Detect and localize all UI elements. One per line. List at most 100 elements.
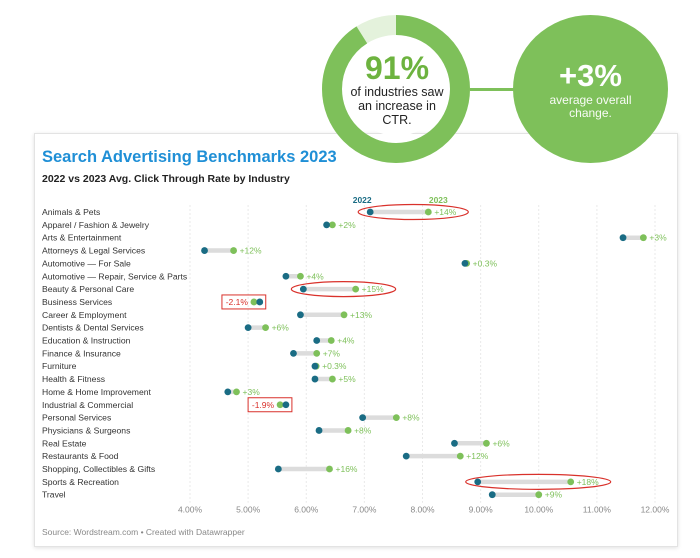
x-tick-label: 11.00% [583, 505, 612, 515]
dot-2022 [282, 401, 290, 409]
dot-2023 [352, 285, 360, 293]
row-label: Physicians & Surgeons [42, 425, 130, 435]
change-label: +18% [577, 477, 599, 487]
dot-2023 [340, 311, 348, 319]
badge-right-value: +3% [559, 58, 622, 93]
row-label: Health & Fitness [42, 374, 105, 384]
change-label: +12% [240, 246, 262, 256]
dot-2023 [297, 272, 304, 280]
badge-connector [462, 88, 522, 91]
dot-2022 [315, 427, 323, 434]
x-tick-label: 5.00% [236, 505, 261, 515]
dot-2022 [297, 311, 304, 319]
change-label: +9% [545, 490, 563, 500]
dot-2023 [483, 439, 490, 447]
x-tick-label: 10.00% [524, 505, 553, 515]
row-label: Home & Home Improvement [42, 387, 152, 397]
change-label: +16% [336, 464, 358, 474]
dot-2022 [359, 414, 367, 421]
change-label: +4% [337, 336, 355, 346]
x-tick-label: 9.00% [469, 505, 494, 515]
row-label: Dentists & Dental Services [42, 323, 144, 333]
change-label: -2.1% [226, 297, 249, 307]
progress-ring [322, 15, 470, 163]
dot-2022 [224, 388, 232, 396]
change-label: +6% [492, 438, 510, 448]
row-label: Industrial & Commercial [42, 400, 133, 410]
dot-2022 [311, 375, 319, 383]
dot-2023 [230, 247, 237, 254]
row-label: Furniture [42, 361, 77, 371]
row-label: Attorneys & Legal Services [42, 246, 145, 256]
dot-2023 [250, 298, 258, 306]
dot-2022 [488, 491, 496, 499]
dot-2022 [366, 208, 374, 216]
dot-2022 [290, 349, 297, 357]
dot-2023 [567, 478, 575, 486]
dot-2023 [233, 388, 240, 396]
change-label: +0.3% [473, 258, 498, 268]
row-label: Arts & Entertainment [42, 233, 122, 243]
dot-2022 [474, 478, 482, 486]
row-label: Career & Employment [42, 310, 127, 320]
row-label: Shopping, Collectibles & Gifts [42, 464, 155, 474]
change-label: +0.3% [322, 361, 347, 371]
change-label: +8% [402, 413, 420, 423]
change-label: +7% [323, 348, 341, 358]
dot-2023 [327, 337, 335, 344]
highlight-ellipse [465, 473, 612, 490]
dot-2022 [402, 452, 410, 460]
dot-2023 [262, 324, 269, 332]
change-label: +3% [649, 233, 667, 243]
row-label: Automotive — For Sale [42, 258, 131, 268]
change-label: +4% [306, 271, 324, 281]
change-label: +8% [354, 425, 372, 435]
dot-2022 [461, 260, 469, 267]
dot-2023 [639, 234, 647, 242]
chart-subtitle: 2022 vs 2023 Avg. Click Through Rate by … [42, 173, 290, 185]
row-label: Business Services [42, 297, 112, 307]
row-label: Restaurants & Food [42, 451, 119, 461]
dot-2023 [329, 375, 336, 383]
row-label: Personal Services [42, 413, 111, 423]
dot-2022 [451, 439, 458, 447]
highlight-ellipse [357, 203, 469, 221]
badge-left-text: of industries saw an increase in CTR. [350, 85, 444, 127]
dot-2023 [392, 414, 400, 421]
row-label: Real Estate [42, 438, 87, 448]
x-tick-label: 6.00% [294, 505, 319, 515]
change-label: +6% [272, 323, 290, 333]
badge-left-value: 91% [364, 50, 430, 86]
legend-2022: 2022 [353, 195, 372, 205]
dot-2022 [256, 298, 264, 306]
row-label: Travel [42, 490, 66, 500]
change-label: +15% [362, 284, 384, 294]
change-label: +13% [350, 310, 372, 320]
chart-title: Search Advertising Benchmarks 2023 [42, 148, 337, 166]
dot-2022 [201, 247, 208, 254]
dot-2023 [535, 491, 543, 499]
change-label: +12% [466, 451, 488, 461]
change-label: +2% [338, 220, 356, 230]
change-label: +3% [243, 387, 261, 397]
dot-2022 [299, 285, 307, 293]
row-label: Education & Instruction [42, 336, 131, 346]
dot-2022 [619, 234, 627, 242]
average-change-badge: +3% average overall change. [513, 15, 668, 163]
change-label: -1.9% [252, 400, 275, 410]
dot-2022 [282, 272, 290, 280]
highlight-ellipse [290, 281, 397, 298]
dot-2022 [311, 362, 319, 370]
change-label: +14% [434, 207, 456, 217]
row-label: Automotive — Repair, Service & Parts [42, 271, 187, 281]
dot-2023 [326, 465, 333, 473]
dot-2023 [424, 208, 432, 216]
legend-2023: 2023 [429, 195, 448, 205]
badge-left-content: 91% of industries saw an increase in CTR… [350, 42, 444, 136]
row-label: Animals & Pets [42, 207, 100, 217]
dot-2022 [323, 221, 330, 229]
highlight-box [221, 294, 267, 310]
change-label: +5% [338, 374, 356, 384]
dot-2023 [329, 221, 336, 229]
